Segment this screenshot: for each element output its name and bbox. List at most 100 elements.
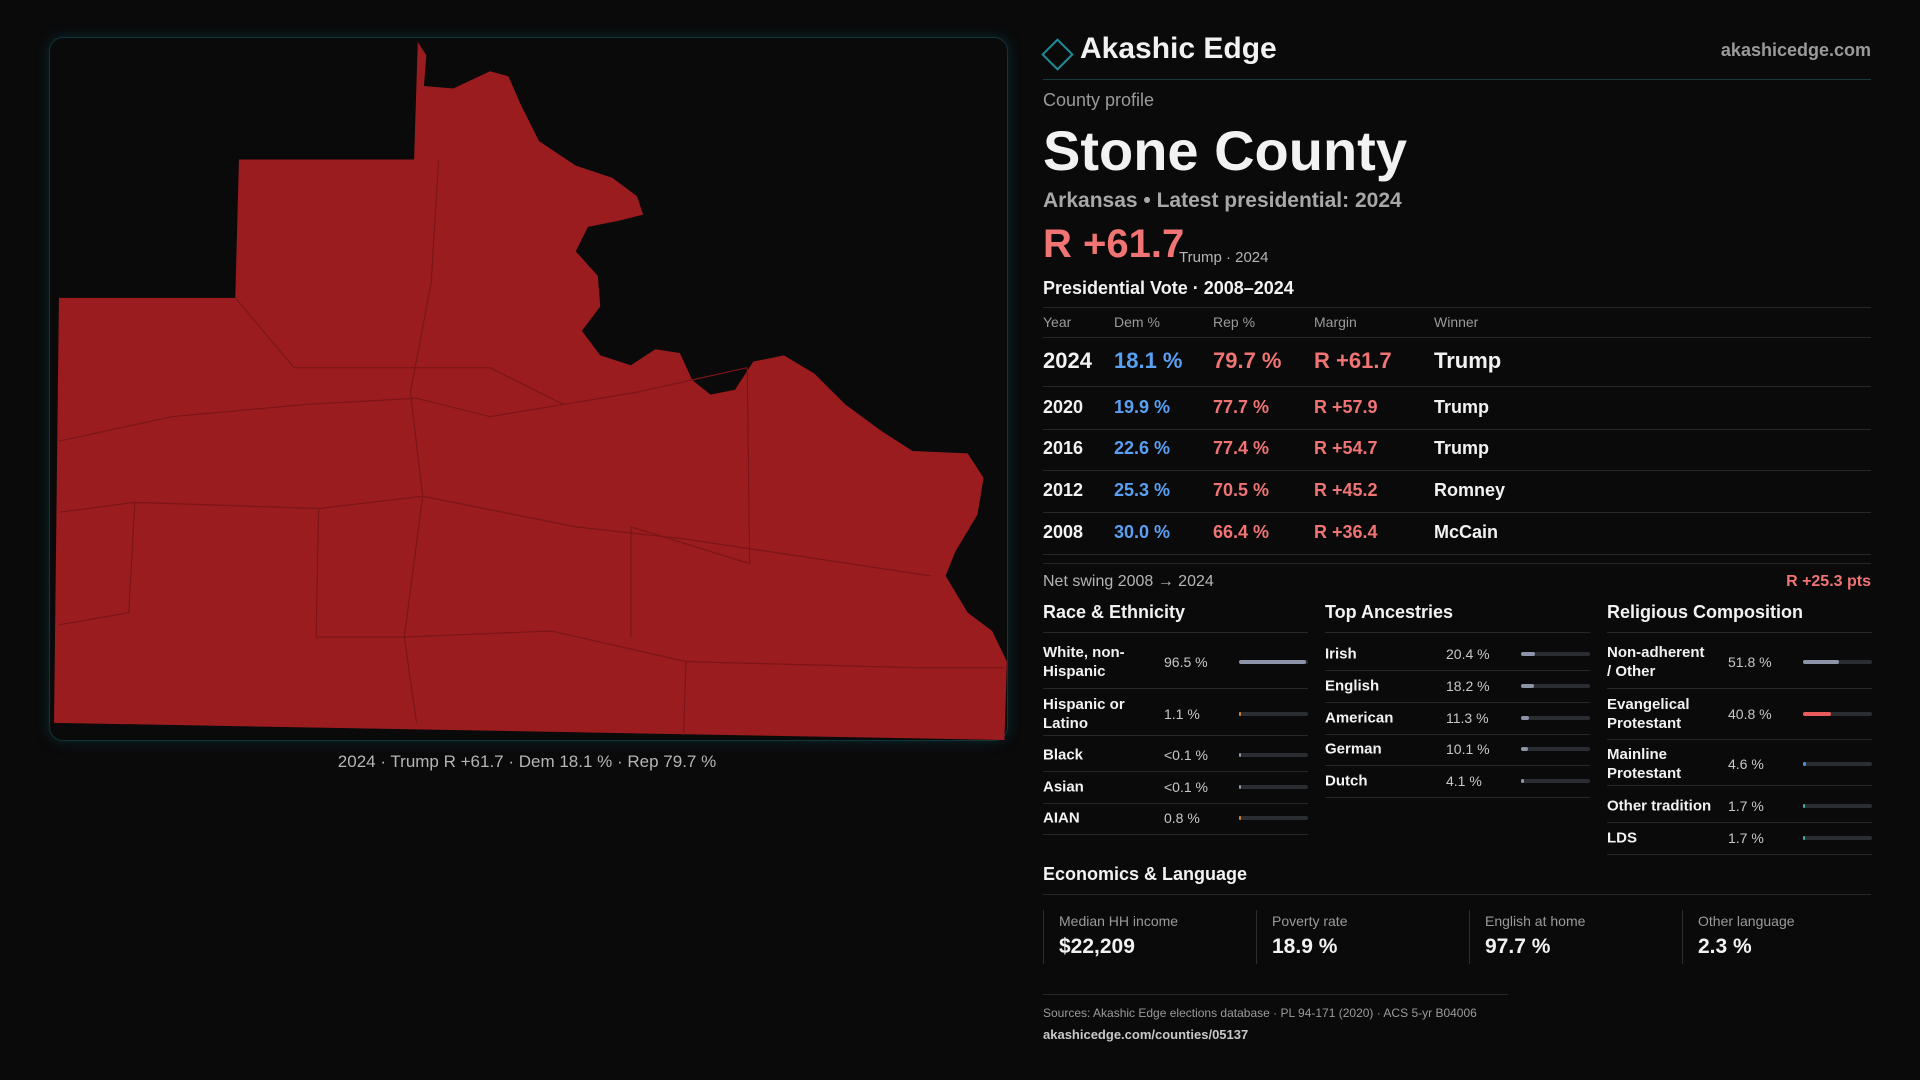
- row-label: Hispanic or Latino: [1043, 696, 1125, 732]
- bar: [1803, 712, 1832, 716]
- row-value: 11.3 %: [1446, 710, 1489, 726]
- bar-track: [1803, 836, 1872, 840]
- bar: [1803, 804, 1805, 808]
- table-cell: 77.7 %: [1213, 397, 1270, 418]
- bar: [1803, 660, 1839, 664]
- divider: [1043, 771, 1308, 772]
- card-value: $22,209: [1059, 935, 1135, 958]
- divider: [1043, 688, 1308, 689]
- divider: [1607, 785, 1872, 786]
- row-value: 0.8 %: [1164, 810, 1200, 826]
- card-label: Poverty rate: [1272, 913, 1348, 929]
- table-cell: Trump: [1434, 347, 1502, 373]
- card-border: [1469, 910, 1470, 964]
- table-cell: Trump: [1434, 397, 1490, 418]
- section-title: Religious Composition: [1607, 602, 1803, 622]
- bar-track: [1239, 712, 1308, 716]
- divider: [1043, 802, 1308, 804]
- bar: [1239, 753, 1241, 757]
- bar: [1521, 652, 1536, 656]
- headline-note: Trump · 2024: [1179, 249, 1269, 266]
- table-cell: 19.9 %: [1114, 397, 1171, 418]
- bar: [1803, 762, 1807, 766]
- table-cell: Trump: [1434, 438, 1490, 459]
- table-cell: R +45.2: [1314, 480, 1378, 501]
- divider: [1325, 765, 1590, 766]
- swing-label: Net swing 2008 → 2024: [1043, 573, 1214, 590]
- bar-track: [1239, 753, 1308, 757]
- divider: [1607, 822, 1872, 823]
- row-value: 10.1 %: [1446, 741, 1490, 757]
- divider: [1043, 386, 1871, 387]
- card-label: Other language: [1698, 913, 1795, 929]
- divider: [1043, 994, 1508, 995]
- county-map: [54, 41, 1007, 740]
- table-cell: 2008: [1043, 522, 1084, 543]
- divider: [1043, 563, 1871, 564]
- bar: [1521, 779, 1524, 783]
- divider: [1043, 337, 1871, 338]
- row-label: American: [1325, 709, 1394, 727]
- row-label: Non-adherent / Other: [1607, 644, 1705, 680]
- bar-track: [1521, 747, 1590, 751]
- table-cell: 2020: [1043, 397, 1084, 418]
- divider: [1325, 702, 1590, 703]
- row-value: 1.1 %: [1164, 706, 1200, 722]
- section-title: Race & Ethnicity: [1043, 602, 1186, 622]
- divider: [1325, 797, 1590, 798]
- row-label: German: [1325, 740, 1382, 758]
- card-border: [1682, 910, 1683, 964]
- divider: [1607, 632, 1872, 633]
- divider: [1043, 554, 1871, 555]
- row-label: Black: [1043, 746, 1084, 764]
- precinct-lines: [58, 159, 1005, 736]
- source-url: akashicedge.com/counties/05137: [1043, 1027, 1249, 1042]
- bar-track: [1521, 716, 1590, 720]
- table-cell: 2024: [1043, 347, 1092, 373]
- map-panel: [49, 37, 1008, 741]
- row-value: 1.7 %: [1728, 830, 1764, 846]
- table-cell: 2016: [1043, 438, 1084, 459]
- section-title: Economics & Language: [1043, 864, 1248, 884]
- kicker: County profile: [1043, 90, 1155, 110]
- bar-track: [1803, 712, 1872, 716]
- bar-track: [1803, 762, 1872, 766]
- row-label: Other tradition: [1607, 797, 1712, 815]
- card-border: [1043, 910, 1044, 964]
- bar-track: [1521, 684, 1590, 688]
- table-cell: 79.7 %: [1213, 347, 1282, 373]
- subtitle: Arkansas • Latest presidential: 2024: [1043, 189, 1402, 212]
- card-label: Median HH income: [1059, 913, 1179, 929]
- row-value: 96.5 %: [1164, 654, 1208, 670]
- site: akashicedge.com: [1720, 40, 1871, 60]
- card-border: [1256, 910, 1257, 964]
- divider: [1607, 739, 1872, 740]
- divider: [1043, 632, 1308, 633]
- table-cell: 30.0 %: [1114, 522, 1171, 543]
- row-label: Evangelical Protestant: [1607, 696, 1690, 732]
- divider: [1043, 894, 1871, 895]
- row-value: 20.4 %: [1446, 646, 1490, 662]
- table-cell: 77.4 %: [1213, 438, 1270, 459]
- bar-track: [1521, 652, 1590, 656]
- divider: [1325, 670, 1590, 671]
- divider: [1043, 512, 1871, 513]
- bar: [1239, 712, 1241, 716]
- table-title: Presidential Vote · 2008–2024: [1043, 278, 1294, 298]
- bar: [1521, 684, 1534, 688]
- table-cell: Romney: [1434, 480, 1506, 501]
- table-cell: 18.1 %: [1114, 347, 1183, 373]
- divider: [1043, 834, 1308, 835]
- divider: [1607, 688, 1872, 689]
- table-cell: 70.5 %: [1213, 480, 1270, 501]
- row-value: <0.1 %: [1164, 747, 1208, 763]
- sources: Sources: Akashic Edge elections database…: [1043, 1006, 1477, 1020]
- row-label: Dutch: [1325, 772, 1368, 790]
- card-value: 2.3 %: [1698, 935, 1752, 958]
- row-label: Mainline Protestant: [1607, 746, 1682, 782]
- row-label: White, non-Hispanic: [1043, 644, 1125, 680]
- bar: [1521, 747, 1528, 751]
- column-header: Dem %: [1114, 314, 1160, 330]
- card-value: 97.7 %: [1485, 935, 1551, 958]
